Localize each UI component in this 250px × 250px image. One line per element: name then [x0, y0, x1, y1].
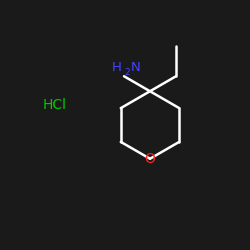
- Text: HCl: HCl: [43, 98, 67, 112]
- Text: H: H: [112, 61, 122, 74]
- Text: 2: 2: [124, 68, 130, 77]
- Text: O: O: [144, 152, 156, 166]
- Text: N: N: [131, 61, 141, 74]
